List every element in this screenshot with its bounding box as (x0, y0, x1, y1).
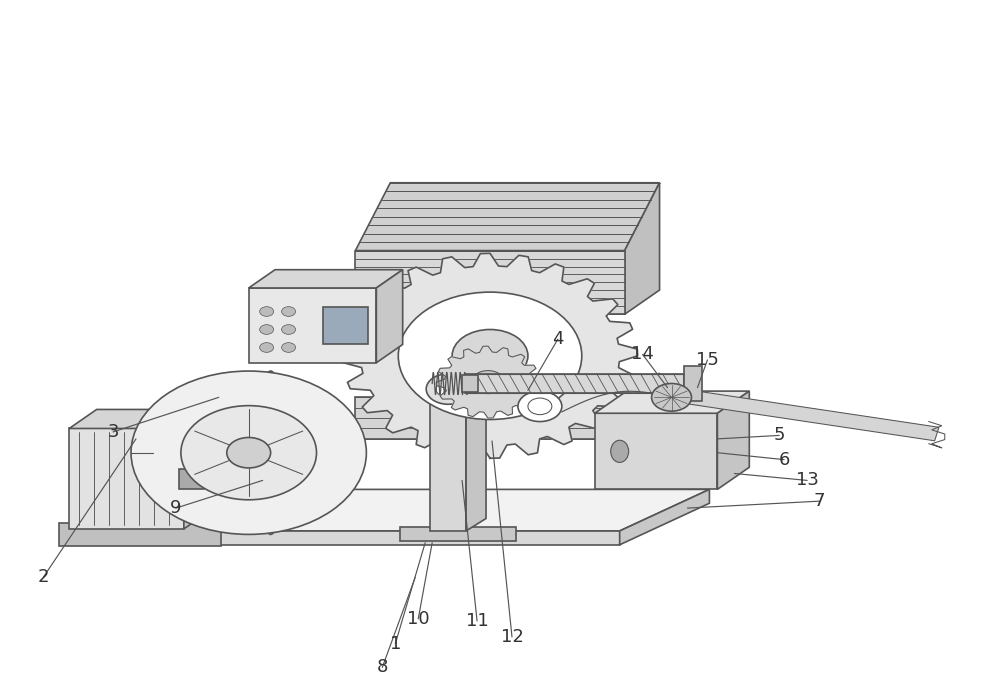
Ellipse shape (611, 440, 629, 462)
Polygon shape (595, 414, 717, 489)
Text: 9: 9 (170, 499, 182, 517)
Circle shape (398, 292, 582, 420)
Polygon shape (96, 531, 620, 545)
Text: 6: 6 (779, 450, 790, 468)
Polygon shape (620, 489, 709, 545)
Circle shape (528, 398, 552, 415)
Circle shape (131, 371, 366, 534)
Polygon shape (179, 468, 204, 489)
Text: 3: 3 (107, 423, 119, 441)
Circle shape (436, 381, 460, 398)
Polygon shape (69, 409, 211, 429)
Circle shape (426, 374, 470, 404)
Polygon shape (436, 346, 540, 418)
Polygon shape (400, 528, 516, 541)
Text: 8: 8 (377, 658, 388, 676)
Text: 5: 5 (773, 427, 785, 444)
Text: 4: 4 (552, 330, 564, 348)
Polygon shape (430, 380, 486, 393)
Text: 10: 10 (407, 610, 430, 628)
Polygon shape (249, 288, 376, 363)
Polygon shape (342, 254, 638, 458)
Circle shape (260, 325, 274, 334)
Circle shape (260, 306, 274, 316)
Polygon shape (376, 270, 403, 363)
Text: 7: 7 (813, 492, 825, 510)
Text: 1: 1 (390, 635, 401, 653)
Circle shape (452, 329, 528, 382)
Polygon shape (430, 393, 466, 531)
Polygon shape (684, 366, 702, 401)
Text: 15: 15 (696, 351, 719, 369)
Ellipse shape (257, 371, 285, 534)
Polygon shape (625, 183, 660, 314)
Polygon shape (59, 523, 221, 546)
Polygon shape (689, 391, 939, 441)
Polygon shape (249, 270, 403, 288)
Text: 13: 13 (796, 471, 819, 489)
Circle shape (260, 343, 274, 352)
Circle shape (282, 325, 296, 334)
Polygon shape (355, 183, 660, 251)
Text: 11: 11 (466, 612, 488, 630)
Text: 2: 2 (38, 569, 49, 587)
Circle shape (180, 457, 216, 482)
Polygon shape (323, 306, 368, 344)
Polygon shape (462, 375, 478, 393)
Polygon shape (465, 374, 684, 393)
Polygon shape (717, 391, 749, 489)
Polygon shape (355, 251, 625, 314)
Circle shape (282, 306, 296, 316)
Polygon shape (355, 398, 625, 439)
Circle shape (181, 406, 317, 500)
Text: 14: 14 (631, 345, 654, 363)
Circle shape (518, 391, 562, 422)
Polygon shape (96, 489, 709, 531)
Circle shape (652, 384, 691, 411)
Polygon shape (466, 380, 486, 531)
Polygon shape (595, 391, 749, 414)
Circle shape (471, 370, 505, 393)
Polygon shape (625, 373, 660, 439)
Polygon shape (184, 409, 211, 529)
Circle shape (227, 437, 271, 468)
Circle shape (282, 343, 296, 352)
Text: 12: 12 (501, 628, 523, 646)
Polygon shape (69, 429, 184, 529)
